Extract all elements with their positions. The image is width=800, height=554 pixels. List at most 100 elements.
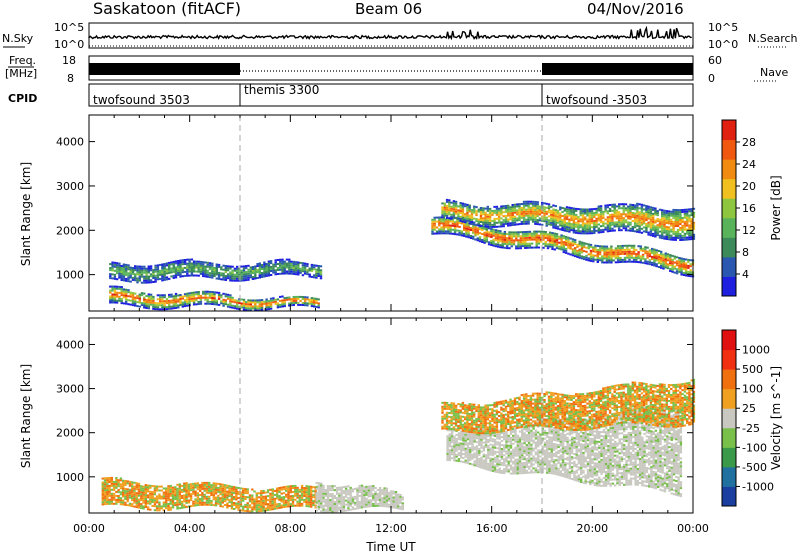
echo-cell	[546, 237, 550, 240]
echo-cell	[509, 218, 512, 221]
echo-cell	[471, 457, 474, 460]
echo-cell	[147, 267, 150, 270]
echo-cell	[385, 495, 389, 498]
echo-cell	[606, 212, 610, 215]
echo-cell	[298, 502, 301, 505]
echo-cell	[670, 238, 673, 241]
echo-cell	[329, 499, 332, 502]
echo-cell	[153, 485, 157, 488]
echo-cell	[569, 241, 572, 244]
echo-cell	[483, 237, 486, 240]
echo-cell	[688, 238, 691, 241]
echo-cell	[310, 275, 314, 278]
echo-cell	[580, 247, 584, 250]
echo-cell	[340, 506, 343, 509]
echo-cell	[583, 244, 586, 247]
echo-cell	[448, 217, 451, 220]
echo-cell	[460, 442, 463, 445]
echo-cell	[593, 220, 596, 222]
echo-cell	[152, 273, 155, 275]
echo-cell	[125, 263, 128, 266]
echo-cell	[561, 227, 564, 229]
colorbar-swatch-0	[722, 276, 736, 297]
echo-cell	[383, 493, 386, 496]
echo-cell	[561, 211, 564, 213]
echo-cell	[271, 496, 274, 499]
echo-cell	[509, 216, 512, 219]
echo-cell	[285, 296, 289, 299]
echo-cell	[664, 252, 667, 255]
echo-cell	[438, 228, 441, 231]
echo-cell	[360, 490, 364, 493]
echo-cell	[442, 220, 445, 223]
echo-cell	[465, 235, 468, 238]
echo-cell	[525, 214, 528, 217]
echo-cell	[686, 220, 689, 223]
echo-cell	[122, 296, 126, 299]
echo-cell	[469, 452, 472, 455]
echo-cell	[457, 205, 460, 208]
echo-cell	[614, 261, 618, 264]
echo-cell	[276, 269, 280, 271]
echo-cell	[559, 220, 562, 223]
echo-cell	[246, 510, 249, 513]
echo-cell	[242, 509, 245, 512]
echo-cell	[467, 228, 470, 231]
echo-cell	[644, 262, 647, 265]
echo-cell	[512, 243, 516, 246]
echo-cell	[145, 301, 148, 303]
echo-cell	[654, 219, 657, 222]
echo-cell	[262, 499, 265, 502]
echo-cell	[267, 266, 271, 269]
echo-cell	[553, 238, 556, 241]
echo-cell	[303, 495, 306, 497]
echo-cell	[192, 260, 196, 263]
echo-cell	[487, 243, 491, 246]
echo-cell	[497, 231, 500, 234]
echo-cell	[367, 493, 370, 496]
echo-cell	[525, 202, 528, 205]
echo-cell	[572, 231, 576, 234]
echo-cell	[577, 230, 580, 233]
echo-cell	[661, 235, 664, 238]
echo-cell	[525, 200, 528, 203]
echo-cell	[322, 494, 325, 497]
echo-cell	[280, 504, 283, 507]
echo-cell	[687, 260, 690, 263]
echo-cell	[170, 301, 173, 304]
echo-cell	[610, 251, 613, 254]
echo-cell	[349, 498, 352, 501]
echo-cell	[484, 460, 488, 463]
echo-cell	[526, 230, 529, 233]
echo-cell	[233, 508, 236, 510]
echo-cell	[518, 223, 521, 226]
echo-cell	[444, 224, 448, 227]
echo-cell	[689, 263, 692, 266]
echo-cell	[315, 274, 318, 277]
echo-cell	[656, 230, 659, 233]
echo-cell	[233, 490, 236, 493]
echo-cell	[456, 233, 459, 236]
echo-cell	[322, 490, 325, 493]
echo-cell	[613, 221, 616, 224]
echo-cell	[608, 204, 612, 206]
echo-cell	[605, 257, 609, 260]
echo-cell	[681, 238, 684, 241]
echo-cell	[147, 279, 150, 282]
echo-cell	[240, 265, 243, 268]
echo-cell	[190, 274, 194, 277]
echo-cell	[306, 302, 309, 305]
echo-cell	[278, 489, 281, 491]
echo-cell	[485, 240, 488, 243]
echo-cell	[636, 216, 639, 219]
echo-cell	[608, 216, 612, 218]
echo-cell	[229, 267, 232, 270]
echo-cell	[242, 304, 246, 307]
echo-cell	[307, 489, 311, 492]
echo-cell	[610, 255, 613, 258]
echo-cell	[448, 201, 451, 204]
echo-cell	[577, 218, 580, 221]
echo-cell	[644, 248, 647, 251]
echo-cell	[454, 204, 458, 207]
echo-cell	[460, 436, 463, 439]
